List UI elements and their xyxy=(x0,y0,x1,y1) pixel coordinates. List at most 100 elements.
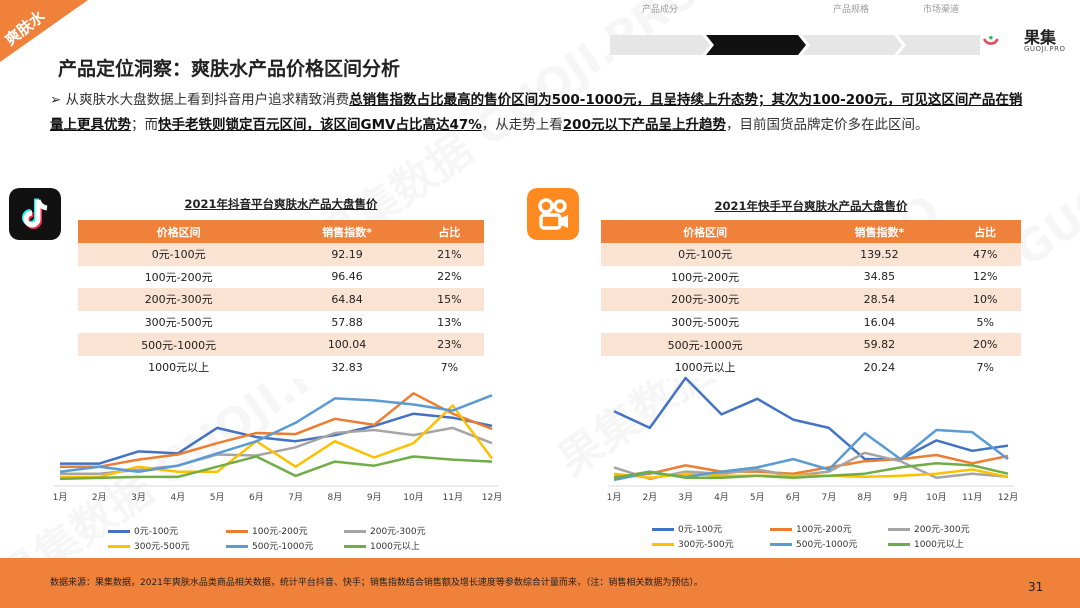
price-range-cell: 500元-1000元 xyxy=(78,333,280,356)
legend-label: 0元-100元 xyxy=(678,525,723,535)
table-row: 100元-200元 34.85 12% xyxy=(601,265,1021,289)
table-row: 0元-100元 92.19 21% xyxy=(78,243,484,266)
table-header: 价格区间 xyxy=(601,220,810,243)
legend-item: 100元-200元 xyxy=(770,522,852,535)
series-line xyxy=(613,451,1009,481)
table-row: 0元-100元 139.52 47% xyxy=(601,243,1021,266)
desc-bold-3: 200元以下产品呈上升趋势 xyxy=(562,117,726,133)
sales-index-cell: 32.83 xyxy=(279,355,415,379)
desc-text-2: ；而 xyxy=(131,117,158,133)
table-header: 销售指数* xyxy=(809,220,950,243)
price-range-cell: 200元-300元 xyxy=(601,288,810,311)
legend-label: 1000元以上 xyxy=(370,542,420,552)
share-cell: 7% xyxy=(414,355,484,379)
sales-index-cell: 34.85 xyxy=(809,265,950,289)
x-tick-label: 3月 xyxy=(678,492,693,503)
sales-index-cell: 92.19 xyxy=(279,243,415,266)
table-row: 1000元以上 32.83 7% xyxy=(78,355,484,379)
section-nav xyxy=(610,35,980,55)
x-tick-label: 7月 xyxy=(288,492,303,503)
brand-name: 果集 xyxy=(1024,28,1057,47)
legend-swatch xyxy=(652,528,674,531)
series-line xyxy=(613,462,1009,480)
kuaishou-app-icon xyxy=(527,188,579,240)
table-header: 价格区间 xyxy=(78,220,280,243)
footer-note: 数据来源：果集数据，2021年爽肤水品类商品相关数据，统计平台抖音、快手；销售指… xyxy=(50,578,703,588)
sales-index-cell: 28.54 xyxy=(809,288,950,311)
x-tick-label: 9月 xyxy=(893,492,908,503)
brand-sub: GUOJI.PRO xyxy=(1024,45,1066,53)
x-tick-label: 11月 xyxy=(443,492,463,503)
legend-item: 500元-1000元 xyxy=(770,537,857,550)
legend-swatch xyxy=(344,545,366,548)
price-range-cell: 200元-300元 xyxy=(78,288,280,311)
x-tick-label: 2月 xyxy=(92,492,107,503)
series-line xyxy=(59,455,493,481)
share-cell: 10% xyxy=(949,288,1021,311)
brand-logo-icon xyxy=(983,35,999,45)
legend-label: 0元-100元 xyxy=(134,527,179,537)
kuaishou-line-chart: 1月 2月 3月 4月 5月 6月 7月 8月 9月 10月 11月 12月 xyxy=(607,376,1018,503)
share-cell: 23% xyxy=(414,333,484,356)
kuaishou-chart-legend: 0元-100元 100元-200元 200元-300元 300元-500元 500元-1… xyxy=(652,522,992,552)
price-range-cell: 1000元以上 xyxy=(601,355,810,379)
kuaishou-price-table: 价格区间 销售指数* 占比 0元-100元 139.52 47% 100元-200元 3… xyxy=(601,220,1021,379)
series-line xyxy=(60,404,494,479)
legend-item: 200元-300元 xyxy=(344,524,426,537)
share-cell: 47% xyxy=(949,243,1021,266)
legend-item: 300元-500元 xyxy=(652,537,734,550)
series-line xyxy=(613,453,1009,479)
nav-tab-specs[interactable]: 产品规格 xyxy=(832,5,869,15)
table-row: 300元-500元 16.04 5% xyxy=(601,310,1021,334)
footer-bar xyxy=(0,558,1080,608)
share-cell: 21% xyxy=(414,243,484,266)
price-range-cell: 100元-200元 xyxy=(78,265,280,289)
legend-swatch xyxy=(770,528,792,531)
series-line xyxy=(613,376,1009,461)
legend-swatch xyxy=(108,530,130,533)
nav-tab-channels[interactable]: 市场渠道 xyxy=(922,5,959,15)
legend-label: 100元-200元 xyxy=(796,525,852,535)
x-tick-label: 9月 xyxy=(367,492,382,503)
series-line xyxy=(60,412,493,465)
desc-bold-2: 快手老铁则锁定百元区间，该区间GMV占比高达47% xyxy=(158,117,482,133)
legend-swatch xyxy=(770,543,792,546)
nav-tab-ingredients[interactable]: 产品成分 xyxy=(641,5,678,15)
x-tick-label: 2月 xyxy=(642,492,657,503)
price-range-cell: 1000元以上 xyxy=(78,355,280,379)
share-cell: 12% xyxy=(949,265,1021,289)
desc-text-4: ，目前国货品牌定价多在此区间。 xyxy=(725,117,929,133)
x-tick-label: 11月 xyxy=(962,492,982,503)
share-cell: 15% xyxy=(414,288,484,311)
legend-label: 300元-500元 xyxy=(678,540,734,550)
desc-text-3: ，从走势上看 xyxy=(481,117,563,133)
sales-index-cell: 96.46 xyxy=(279,265,415,289)
legend-swatch xyxy=(108,545,130,548)
share-cell: 5% xyxy=(949,310,1021,334)
douyin-app-icon xyxy=(9,188,61,240)
x-tick-label: 1月 xyxy=(53,492,68,503)
douyin-chart-legend: 0元-100元 100元-200元 200元-300元 300元-500元 500元-1… xyxy=(108,524,448,554)
x-tick-label: 6月 xyxy=(249,492,264,503)
page-number: 31 xyxy=(1028,580,1044,594)
price-range-cell: 500元-1000元 xyxy=(601,333,810,356)
x-tick-label: 3月 xyxy=(131,492,146,503)
legend-item: 200元-300元 xyxy=(888,522,970,535)
x-tick-label: 6月 xyxy=(786,492,801,503)
x-tick-label: 10月 xyxy=(403,492,423,503)
legend-swatch xyxy=(652,543,674,546)
price-range-cell: 100元-200元 xyxy=(601,265,810,289)
table-row: 500元-1000元 100.04 23% xyxy=(78,333,484,356)
nav-tab-pricing[interactable]: 产品定价 xyxy=(736,5,773,15)
x-tick-label: 5月 xyxy=(210,492,225,503)
legend-label: 500元-1000元 xyxy=(796,540,858,550)
kuaishou-table-title: 2021年快手平台爽肤水产品大盘售价 xyxy=(714,199,908,213)
legend-swatch xyxy=(344,530,366,533)
legend-item: 1000元以上 xyxy=(888,537,964,550)
table-row: 200元-300元 28.54 10% xyxy=(601,288,1021,311)
price-range-cell: 0元-100元 xyxy=(78,243,280,266)
share-cell: 20% xyxy=(949,333,1021,356)
share-cell: 13% xyxy=(414,310,484,334)
legend-item: 300元-500元 xyxy=(108,539,190,552)
x-tick-label: 5月 xyxy=(750,492,765,503)
